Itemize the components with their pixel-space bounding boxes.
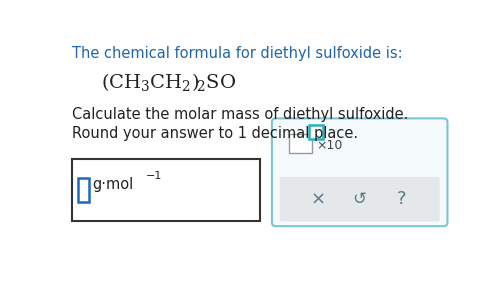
Text: ×10: ×10: [316, 139, 342, 152]
Text: −1: −1: [145, 171, 162, 181]
Text: The chemical formula for diethyl sulfoxide is:: The chemical formula for diethyl sulfoxi…: [72, 46, 401, 61]
Text: Calculate the molar mass of diethyl sulfoxide.: Calculate the molar mass of diethyl sulf…: [72, 107, 407, 122]
FancyBboxPatch shape: [272, 118, 446, 226]
Bar: [72, 159, 260, 221]
Bar: [78, 178, 89, 202]
Text: ↺: ↺: [352, 190, 366, 208]
Text: ?: ?: [396, 190, 405, 208]
Bar: [288, 134, 311, 153]
Text: g·mol: g·mol: [92, 177, 133, 192]
Text: Round your answer to 1 decimal place.: Round your answer to 1 decimal place.: [72, 126, 357, 141]
Text: $\left(\mathrm{CH_3CH_2}\right)_{\!2}\mathrm{SO}$: $\left(\mathrm{CH_3CH_2}\right)_{\!2}\ma…: [101, 70, 236, 93]
Bar: [308, 125, 322, 139]
Text: ×: ×: [310, 190, 325, 208]
FancyBboxPatch shape: [279, 177, 439, 222]
